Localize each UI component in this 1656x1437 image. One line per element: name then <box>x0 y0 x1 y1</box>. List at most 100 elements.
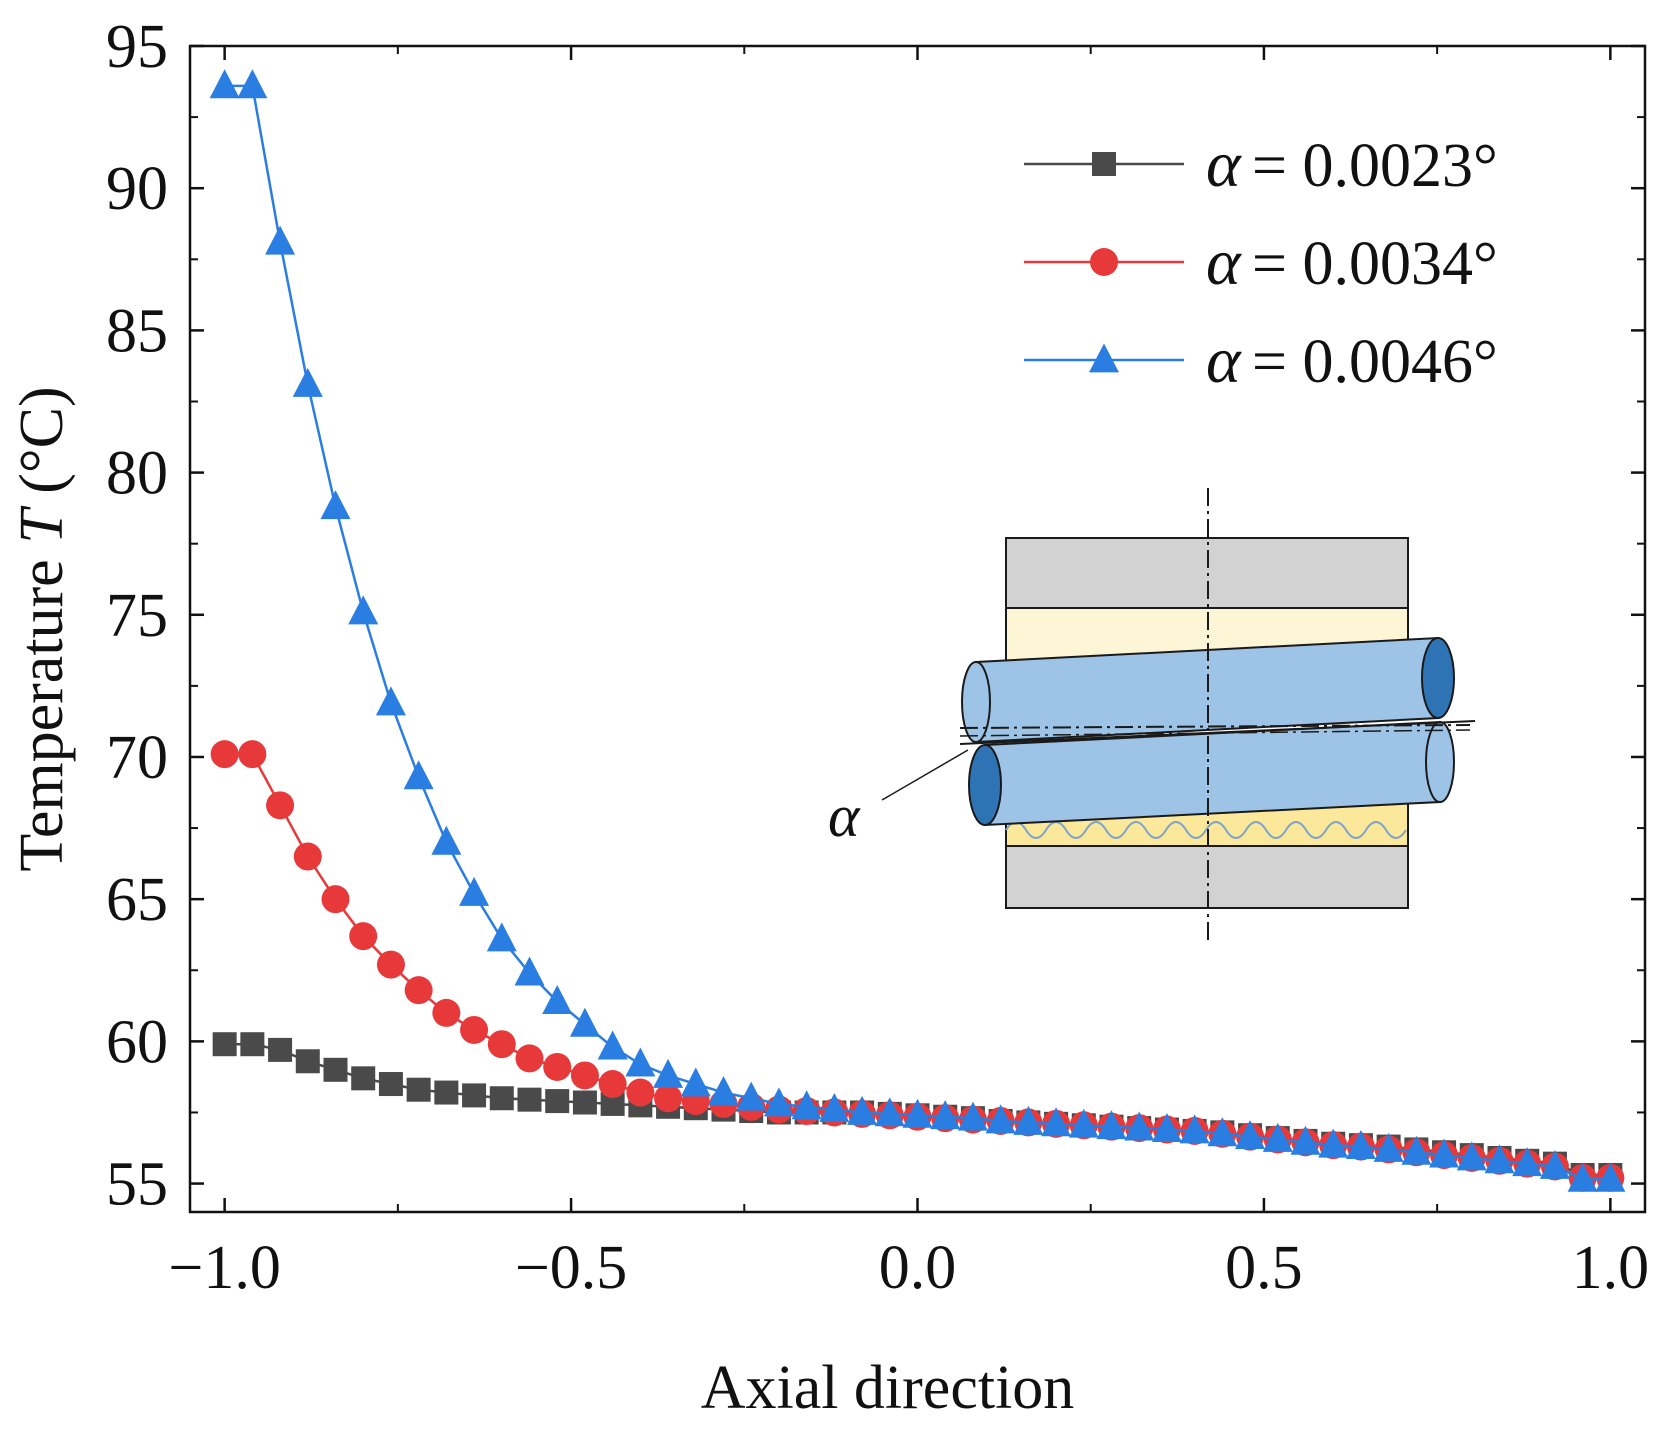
legend-marker <box>1090 248 1118 276</box>
data-point <box>1262 1122 1293 1152</box>
data-point <box>462 1083 487 1108</box>
data-point <box>819 1093 850 1123</box>
inset-misalignment-line <box>959 720 1476 745</box>
y-tick-label: 95 <box>106 13 168 81</box>
data-point <box>406 1077 431 1102</box>
plot-frame <box>188 44 1647 1214</box>
data-point <box>680 1067 711 1097</box>
y-axis-title-symbol: T <box>8 505 76 544</box>
data-point <box>543 1052 572 1081</box>
data-point <box>238 740 267 769</box>
data-point <box>293 842 322 871</box>
data-point <box>572 1090 597 1115</box>
data-point <box>209 69 240 99</box>
data-point <box>1124 1111 1155 1141</box>
data-point <box>486 922 517 952</box>
data-point <box>320 490 351 520</box>
data-point <box>375 686 406 716</box>
data-point <box>1013 1105 1044 1135</box>
y-axis-title: Temperature T (°C) <box>8 386 76 871</box>
data-point <box>1151 1112 1182 1142</box>
data-point <box>708 1075 739 1105</box>
data-point <box>597 1030 628 1060</box>
legend-entry-1: α = 0.0023° <box>1024 128 1498 201</box>
data-point <box>847 1095 878 1125</box>
y-tick-label: 65 <box>106 866 168 934</box>
data-point <box>321 885 350 914</box>
data-point <box>1484 1144 1515 1174</box>
y-tick-label: 70 <box>106 724 168 792</box>
data-point <box>985 1104 1016 1134</box>
data-point <box>431 825 462 855</box>
data-point <box>1207 1117 1238 1147</box>
legend-alpha-symbol: α <box>1206 128 1242 201</box>
data-point <box>1096 1110 1127 1140</box>
data-point <box>378 1072 403 1097</box>
x-tick-label: −0.5 <box>515 1234 627 1302</box>
data-point <box>1429 1138 1460 1168</box>
data-point <box>542 984 573 1014</box>
y-tick-label: 90 <box>106 155 168 223</box>
data-point <box>902 1098 933 1128</box>
data-point <box>265 225 296 255</box>
data-point <box>874 1097 905 1127</box>
x-tick-label: 0.0 <box>879 1234 957 1302</box>
data-point <box>1567 1162 1598 1192</box>
data-point <box>403 760 434 790</box>
data-point <box>212 1032 237 1057</box>
series-group <box>209 69 1626 1192</box>
legend-alpha-symbol: α <box>1206 226 1242 299</box>
y-tick-label: 55 <box>106 1151 168 1219</box>
data-point <box>791 1090 822 1120</box>
data-point <box>240 1032 265 1057</box>
alpha-leader-line <box>881 749 969 801</box>
axes: −1.0 −0.5 0.0 0.5 1.0 55 60 65 70 75 80 85 90 95 Axial… <box>8 13 1649 1422</box>
legend-alpha-symbol: α <box>1206 324 1242 397</box>
data-point <box>349 922 378 951</box>
film-wave <box>1005 821 1407 839</box>
data-point <box>487 1030 516 1059</box>
data-point <box>626 1078 655 1107</box>
y-tick-label: 60 <box>106 1008 168 1076</box>
data-point <box>1373 1132 1404 1162</box>
data-point <box>763 1087 794 1117</box>
data-point <box>1345 1130 1376 1160</box>
data-point <box>295 1049 320 1074</box>
data-point <box>514 956 545 986</box>
data-point <box>266 791 295 820</box>
legend-entry-3: α = 0.0046° <box>1024 324 1498 397</box>
data-point <box>459 876 490 906</box>
data-point <box>210 740 239 769</box>
data-point <box>432 998 461 1027</box>
data-point <box>654 1084 683 1113</box>
y-axis-title-unit: (°C) <box>8 386 76 509</box>
data-point <box>736 1081 767 1111</box>
legend: α = 0.0023°α = 0.0034°α = 0.0046° <box>1024 128 1498 397</box>
legend-marker <box>1092 152 1116 176</box>
lower-shaft-right-end <box>1425 721 1455 803</box>
legend-entry-2: α = 0.0034° <box>1024 226 1498 299</box>
data-point <box>1290 1125 1321 1155</box>
data-point <box>569 1007 600 1037</box>
data-point <box>460 1015 489 1044</box>
inset-horizontal-centerline-a <box>959 724 1471 729</box>
legend-label: = 0.0023° <box>1252 132 1498 200</box>
x-tick-label: 1.0 <box>1572 1234 1650 1302</box>
series-3 <box>209 69 1626 1192</box>
data-point <box>1235 1120 1266 1150</box>
data-point <box>515 1044 544 1073</box>
x-tick-label: 0.5 <box>1225 1234 1303 1302</box>
data-point <box>1512 1147 1543 1177</box>
upper-shaft-left-end <box>961 661 991 743</box>
data-point <box>1318 1128 1349 1158</box>
data-point <box>545 1089 570 1114</box>
data-point <box>1539 1149 1570 1179</box>
data-point <box>348 595 379 625</box>
data-point <box>351 1066 376 1091</box>
inset-alpha-label: α <box>828 783 861 849</box>
data-point <box>489 1086 514 1111</box>
legend-label: = 0.0034° <box>1252 230 1498 298</box>
data-point <box>930 1100 961 1130</box>
data-point <box>517 1087 542 1112</box>
data-point <box>237 69 268 99</box>
